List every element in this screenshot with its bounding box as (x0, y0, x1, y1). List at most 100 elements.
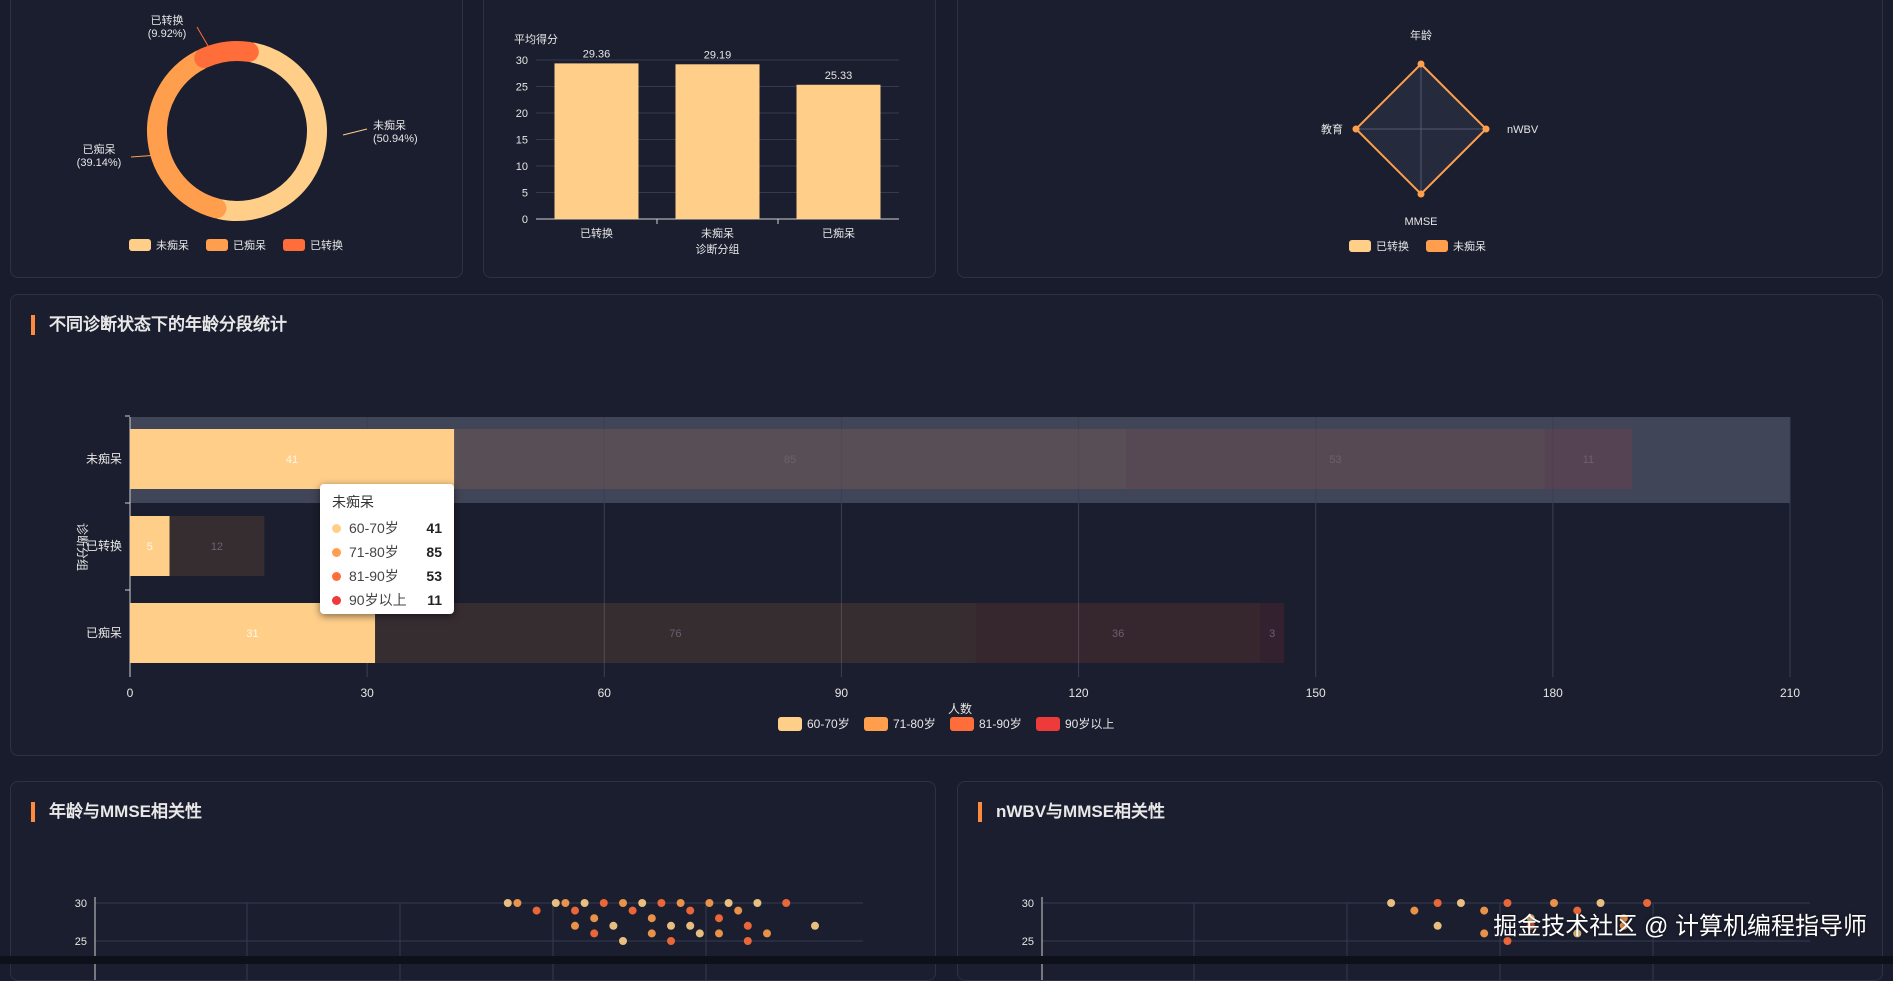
y-tick-label: 已痴呆 (86, 625, 122, 640)
scatter-point (1503, 899, 1512, 907)
y-tick-label: 20 (516, 108, 528, 120)
donut-label: 已痴呆 (83, 142, 116, 156)
scatter-nwbv-panel: nWBV与MMSE相关性 30 25 (957, 781, 1883, 981)
scatter-point (782, 899, 791, 907)
x-tick-label: 210 (1780, 686, 1800, 700)
donut-slice (194, 41, 259, 69)
y-tick-label: 30 (75, 898, 87, 910)
legend-label: 71-80岁 (893, 716, 936, 731)
legend-swatch (864, 717, 888, 731)
watermark: 掘金技术社区 @ 计算机编程指导师 (1493, 913, 1867, 940)
scatter-point (609, 921, 618, 930)
donut-label: 未痴呆 (373, 118, 406, 132)
tooltip-row-value: 53 (426, 568, 442, 584)
scatter-point (571, 906, 579, 915)
scatter-point (667, 921, 675, 930)
legend-label: 90岁以上 (1065, 716, 1114, 731)
scatter-point (715, 914, 723, 923)
scatter-point (503, 899, 512, 907)
scatter-point (743, 921, 752, 930)
y-tick-label: 10 (516, 161, 528, 173)
legend-swatch (950, 717, 974, 731)
legend-swatch (129, 239, 151, 251)
scatter-point (599, 899, 608, 907)
scatter-point (590, 914, 599, 923)
radar-axis-label: nWBV (1507, 124, 1539, 136)
legend-label: 60-70岁 (807, 716, 850, 731)
stack-value-label: 85 (784, 454, 796, 466)
donut-slice (147, 49, 227, 219)
stack-value-label: 11 (1583, 454, 1594, 466)
y-tick-label: 已转换 (86, 538, 122, 553)
stack-bar (169, 516, 265, 576)
radar-axis-label: 教育 (1321, 122, 1343, 136)
stack-value-label: 41 (286, 454, 298, 466)
age-stack-tooltip: 未痴呆 60-70岁 41 71-80岁 85 81-90岁 53 90岁以上 11 (320, 484, 454, 614)
donut-label: 已转换 (151, 13, 184, 27)
scatter-point (676, 899, 685, 907)
scatter-point (686, 906, 695, 915)
scatter-point (628, 906, 637, 915)
x-tick-label: 90 (835, 686, 849, 700)
age-stack-chart: 0 30 60 90 120 150 180 210 41 85 53 11 未痴呆 5 12 已转换 31 76… (75, 415, 1800, 731)
scatter-nwbv-title: nWBV与MMSE相关性 (978, 802, 1165, 822)
scatter-point (753, 899, 762, 907)
scatter-point (1410, 906, 1419, 915)
y-tick-label: 25 (75, 936, 87, 948)
radar-axis-label: MMSE (1405, 216, 1438, 228)
stack-value-label: 53 (1329, 454, 1341, 466)
scatter-point (1573, 906, 1582, 915)
y-axis-label: 诊断分组 (75, 523, 90, 571)
legend-label: 未痴呆 (156, 238, 189, 252)
legend-swatch (283, 239, 305, 251)
y-tick-label: 30 (1022, 898, 1034, 910)
scatter-age-chart: 30 25 (75, 897, 863, 980)
y-tick-label: 25 (516, 82, 528, 94)
donut-label-line (196, 26, 212, 52)
bar-value-label: 29.36 (583, 48, 611, 60)
scatter-point (580, 899, 589, 907)
tooltip-row-name: 81-90岁 (349, 568, 399, 584)
radar-point (1482, 125, 1490, 133)
tooltip-row-value: 11 (427, 592, 442, 608)
stack-value-label: 31 (246, 628, 258, 640)
bar-panel: 0 5 10 15 20 25 30 平均得分 29.36 已转换 29.19 未痴呆 25.33 已痴呆… (483, 0, 936, 278)
bar (796, 84, 881, 219)
scatter-point (647, 914, 656, 923)
donut-label-line (342, 128, 368, 136)
scatter-point (1550, 899, 1558, 907)
donut-panel: 未痴呆 (50.94%) 已痴呆 (39.14%) 已转换 (9.92%) 未痴呆 已痴呆 已转… (10, 0, 463, 278)
scatter-point (724, 899, 733, 907)
bar (675, 64, 760, 219)
tooltip-row: 71-80岁 85 (332, 540, 442, 564)
tooltip-row-value: 41 (426, 520, 442, 536)
scatter-point (1480, 906, 1489, 915)
y-tick-label: 30 (516, 55, 528, 67)
legend-swatch (1349, 240, 1371, 252)
stack-bar (1260, 603, 1285, 663)
tooltip-row-name: 71-80岁 (349, 544, 399, 560)
scatter-point (619, 937, 627, 945)
tooltip-row: 81-90岁 53 (332, 564, 442, 588)
y-tick-label: 未痴呆 (86, 451, 122, 466)
bar-chart: 0 5 10 15 20 25 30 平均得分 29.36 已转换 29.19 未痴呆 25.33 已痴呆… (514, 33, 899, 256)
scatter-point (1526, 921, 1535, 930)
x-tick-label: 未痴呆 (701, 226, 734, 240)
scatter-point (734, 906, 743, 915)
scatter-point (638, 899, 647, 907)
x-tick-label: 120 (1069, 686, 1089, 700)
bottom-bar (0, 956, 1893, 964)
scatter-point (1387, 899, 1396, 907)
scatter-point (532, 906, 541, 915)
scatter-point (667, 937, 675, 945)
stack-bar (130, 516, 170, 576)
scatter-age-title: 年龄与MMSE相关性 (31, 802, 202, 822)
bar-value-label: 29.19 (704, 49, 732, 61)
legend-label: 未痴呆 (1453, 239, 1486, 253)
scatter-point (763, 929, 771, 938)
scatter-point (513, 899, 522, 907)
age-stack-title: 不同诊断状态下的年龄分段统计 (31, 315, 287, 335)
scatter-point (657, 899, 666, 907)
scatter-point (743, 937, 752, 945)
scatter-nwbv-chart: 30 25 (1022, 897, 1810, 980)
